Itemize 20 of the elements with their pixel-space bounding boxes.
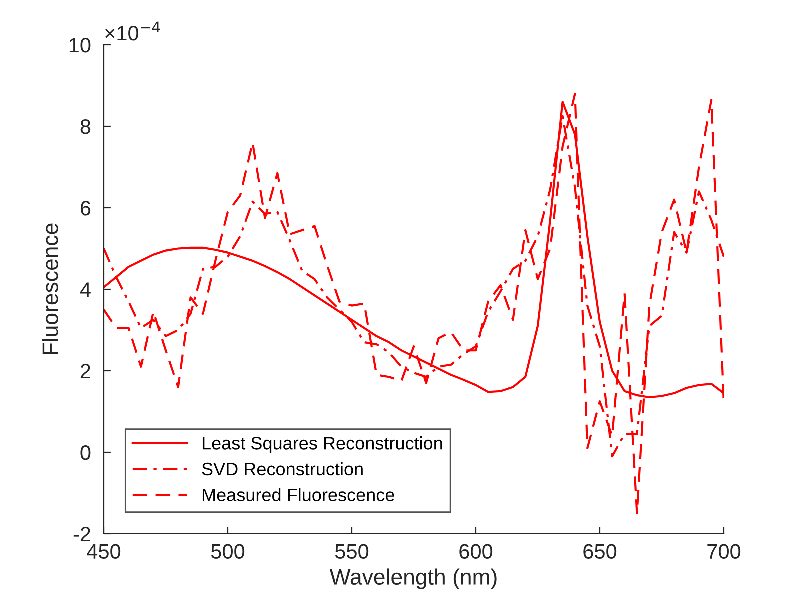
y-tick-label: 2 <box>80 364 90 379</box>
x-tick-label: 550 <box>335 544 369 560</box>
y-tick-label: 8 <box>80 120 91 134</box>
y-tick-label: 4 <box>80 282 91 298</box>
legend-label: Least Squares Reconstruction <box>202 436 442 454</box>
x-tick-label: 500 <box>211 544 245 560</box>
y-tick-label: 6 <box>80 201 91 216</box>
x-tick-label: 600 <box>460 544 493 560</box>
x-tick-label: 700 <box>708 544 741 560</box>
x-tick-label: 650 <box>584 544 617 560</box>
y-tick-label: -2 <box>74 527 90 542</box>
y-tick-label: 10 <box>70 38 91 53</box>
x-axis-title: Wavelength (nm) <box>330 568 497 590</box>
legend-label: SVD Reconstruction <box>202 462 363 476</box>
x-tick-label: 450 <box>87 544 121 560</box>
text: ×10$^{−4}$ <box>105 22 160 41</box>
y-axis-title: Fluorescence <box>42 224 58 354</box>
y-tick-label: 0 <box>80 446 91 460</box>
line-series <box>104 92 724 515</box>
legend-label: Measured Fluorescence <box>202 488 394 502</box>
